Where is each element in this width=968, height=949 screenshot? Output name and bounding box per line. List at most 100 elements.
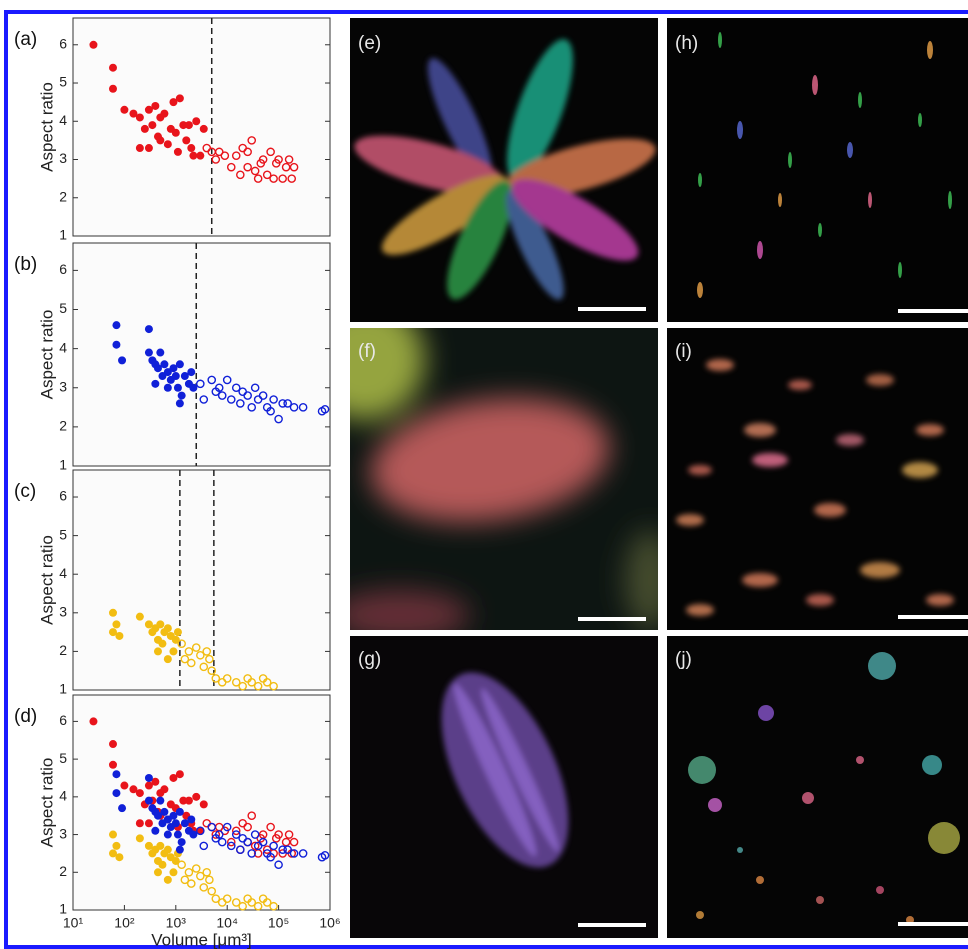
data-point <box>207 822 217 832</box>
y-tick-label: 4 <box>59 788 67 804</box>
data-point <box>173 830 182 839</box>
data-point <box>289 162 299 172</box>
data-point <box>153 364 162 373</box>
panel-label: (d) <box>14 706 37 727</box>
data-point <box>156 136 165 145</box>
data-point <box>199 841 209 851</box>
data-point <box>173 628 182 637</box>
x-tick-label: 10⁵ <box>268 915 289 931</box>
data-point <box>169 868 178 877</box>
y-tick-label: 5 <box>59 300 67 316</box>
micrograph <box>667 328 968 630</box>
data-point <box>112 841 121 850</box>
data-point <box>108 830 117 839</box>
data-point <box>180 654 190 664</box>
data-point <box>287 174 297 183</box>
data-point <box>284 155 294 164</box>
data-point <box>205 875 214 885</box>
data-point <box>298 849 308 858</box>
data-point <box>118 804 127 813</box>
x-tick-label: 10³ <box>166 915 187 931</box>
data-point <box>173 147 182 156</box>
data-point <box>144 144 153 153</box>
data-point <box>226 162 236 172</box>
data-point <box>108 740 117 749</box>
x-tick-label: 10⁴ <box>216 915 238 931</box>
data-point <box>144 105 153 114</box>
data-point <box>250 830 260 839</box>
data-point <box>196 871 205 881</box>
data-point <box>112 789 121 798</box>
data-point <box>258 391 268 400</box>
y-tick-label: 3 <box>59 378 67 394</box>
data-point <box>108 84 117 93</box>
data-point <box>222 375 232 385</box>
y-tick-label: 1 <box>59 681 67 697</box>
data-point <box>160 109 169 118</box>
data-point <box>135 113 144 122</box>
panel-label: (a) <box>14 29 37 50</box>
data-point <box>274 860 283 870</box>
data-point <box>144 325 153 334</box>
data-point <box>199 883 209 892</box>
data-point <box>211 894 221 903</box>
data-point <box>179 796 188 805</box>
x-tick-label: 10¹ <box>63 915 84 931</box>
panel-label: (c) <box>14 481 36 502</box>
data-point <box>112 321 121 330</box>
data-point <box>135 612 144 621</box>
data-point <box>196 826 205 836</box>
data-point <box>112 770 121 779</box>
data-point <box>189 383 198 392</box>
data-point <box>179 121 188 130</box>
data-point <box>112 620 121 629</box>
data-point <box>163 815 172 824</box>
data-point <box>108 849 117 858</box>
micrograph <box>350 328 658 630</box>
data-point <box>158 639 167 648</box>
data-point <box>278 845 287 854</box>
data-point <box>211 674 221 683</box>
data-point <box>129 109 138 118</box>
data-point <box>231 830 241 839</box>
data-point <box>112 340 121 349</box>
data-point <box>151 379 160 388</box>
data-point <box>160 785 169 794</box>
data-point <box>192 792 201 801</box>
plot-area <box>72 469 331 691</box>
y-tick-label: 2 <box>59 418 67 434</box>
x-axis-label: Volume [μm³] <box>151 930 252 949</box>
y-tick-label: 3 <box>59 825 67 841</box>
y-axis-label: Aspect ratio <box>37 310 56 400</box>
data-point <box>151 777 160 786</box>
data-point <box>269 395 278 404</box>
y-axis-label: Aspect ratio <box>37 758 56 848</box>
data-point <box>320 851 330 860</box>
data-point <box>214 147 224 157</box>
y-axis-label: Aspect ratio <box>37 535 56 625</box>
panel-label: (h) <box>675 33 698 54</box>
data-point <box>214 383 224 393</box>
data-point <box>226 395 236 404</box>
data-point <box>151 826 160 835</box>
data-point <box>187 144 196 153</box>
data-point <box>108 760 117 769</box>
data-point <box>186 658 196 668</box>
data-point <box>247 136 257 145</box>
data-point <box>118 356 127 365</box>
data-point <box>177 860 186 870</box>
data-point <box>281 162 291 172</box>
data-point <box>175 360 184 369</box>
data-point <box>196 379 205 389</box>
data-point <box>169 98 178 107</box>
data-point <box>253 901 263 911</box>
data-point <box>320 404 330 414</box>
data-point <box>148 121 157 130</box>
data-point <box>274 155 283 164</box>
y-tick-label: 4 <box>59 112 67 128</box>
data-point <box>171 372 180 381</box>
data-point <box>189 830 198 839</box>
y-tick-label: 3 <box>59 150 67 166</box>
data-point <box>186 879 196 888</box>
data-point <box>163 383 172 392</box>
